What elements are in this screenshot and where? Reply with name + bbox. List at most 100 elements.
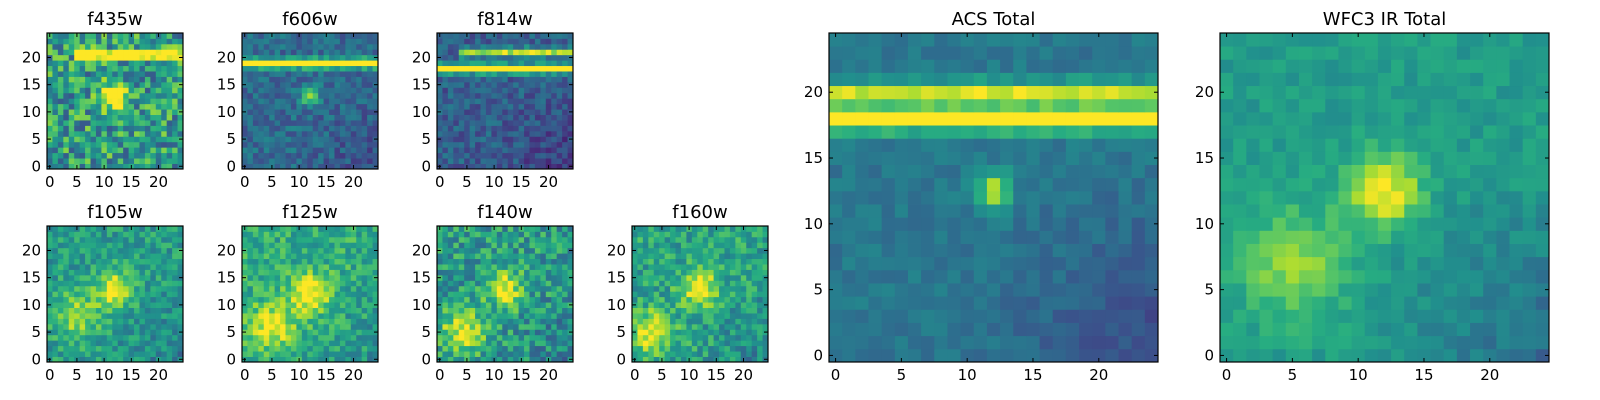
heatmap-cell — [513, 136, 519, 143]
heatmap-cell — [529, 163, 536, 170]
heatmap-cell — [686, 280, 693, 287]
heatmap-cell — [68, 274, 75, 281]
heatmap-cell — [729, 258, 736, 265]
heatmap-cell — [252, 247, 259, 254]
heatmap-cell — [128, 236, 135, 243]
heatmap-cell — [458, 280, 465, 287]
heatmap-cell — [301, 302, 308, 308]
heatmap-cell — [534, 340, 541, 347]
heatmap-cell — [648, 334, 655, 341]
heatmap-cell — [1039, 296, 1054, 310]
heatmap-cell — [345, 318, 352, 325]
heatmap-cell — [47, 280, 53, 287]
heatmap-cell — [551, 98, 558, 105]
heatmap-cell — [986, 243, 1001, 258]
heatmap-cell — [350, 103, 357, 110]
heatmap-cell — [868, 269, 883, 284]
heatmap-cell — [675, 242, 682, 249]
heatmap-cell — [496, 54, 503, 61]
heatmap-cell — [475, 247, 481, 254]
heatmap-cell — [708, 318, 714, 325]
heatmap-cell — [52, 323, 59, 330]
heatmap-cell — [134, 136, 140, 143]
heatmap-cell — [57, 302, 64, 308]
heatmap-cell — [529, 71, 536, 77]
heatmap-cell — [829, 335, 843, 350]
heatmap-cell — [719, 351, 725, 357]
heatmap-cell — [855, 309, 869, 323]
heatmap-cell — [258, 92, 265, 99]
heatmap-cell — [762, 296, 769, 303]
heatmap-cell — [139, 356, 146, 363]
heatmap-cell — [986, 230, 1001, 244]
heatmap-cell — [323, 340, 330, 347]
heatmap-cell — [161, 49, 168, 56]
heatmap-cell — [729, 329, 736, 336]
heatmap-cell — [372, 152, 379, 159]
heatmap-cell — [496, 163, 503, 170]
heatmap-cell — [166, 340, 173, 347]
heatmap-cell — [746, 285, 753, 292]
heatmap-cell — [524, 226, 530, 232]
heatmap-cell — [68, 258, 75, 265]
heatmap-cell — [263, 280, 270, 287]
x-tick-label: 15 — [512, 173, 531, 191]
heatmap-cell — [973, 230, 988, 244]
heatmap-cell — [334, 302, 341, 308]
heatmap-cell — [144, 318, 151, 325]
heatmap-cell — [458, 269, 465, 276]
heatmap-cell — [697, 329, 704, 336]
heatmap-cell — [63, 291, 70, 298]
heatmap-cell — [691, 296, 698, 303]
heatmap-cell — [551, 242, 558, 249]
heatmap-cell — [729, 345, 736, 352]
heatmap-cell — [123, 43, 129, 50]
heatmap-cell — [68, 356, 75, 363]
heatmap-cell — [280, 236, 286, 243]
heatmap-cell — [280, 114, 286, 121]
heatmap-cell — [361, 136, 368, 143]
heatmap-cell — [334, 98, 341, 105]
heatmap-cell — [458, 253, 465, 260]
heatmap-cell — [57, 158, 64, 164]
heatmap-cell — [68, 269, 75, 276]
heatmap-cell — [101, 60, 108, 67]
heatmap-cell — [155, 109, 162, 115]
heatmap-cell — [632, 323, 638, 330]
heatmap-cell — [345, 147, 352, 154]
heatmap-cell — [285, 253, 292, 260]
heatmap-cell — [63, 356, 70, 363]
heatmap-cell — [117, 323, 124, 330]
heatmap-cell — [269, 76, 276, 83]
heatmap-cell — [534, 253, 541, 260]
heatmap-cell — [697, 285, 704, 292]
heatmap-cell — [285, 81, 292, 88]
heatmap-cell — [242, 158, 248, 164]
heatmap-cell — [960, 230, 975, 244]
heatmap-cell — [95, 163, 102, 170]
heatmap-cell — [172, 236, 178, 243]
heatmap-cell — [242, 43, 248, 50]
heatmap-cell — [68, 318, 75, 325]
heatmap-cell — [534, 334, 541, 341]
heatmap-cell — [172, 152, 178, 159]
heatmap-cell — [356, 120, 363, 126]
heatmap-cell — [475, 54, 481, 61]
heatmap-cell — [1144, 322, 1159, 337]
heatmap-cell — [68, 33, 75, 39]
heatmap-cell — [323, 147, 330, 154]
heatmap-cell — [334, 60, 341, 67]
heatmap-cell — [242, 296, 248, 303]
heatmap-cell — [502, 274, 509, 281]
heatmap-cell — [74, 130, 81, 137]
heatmap-cell — [334, 313, 341, 319]
heatmap-cell — [134, 318, 140, 325]
heatmap-cell — [106, 38, 113, 45]
heatmap-cell — [973, 256, 988, 271]
heatmap-cell — [372, 141, 379, 148]
heatmap-cell — [290, 136, 297, 143]
heatmap-cell — [101, 54, 108, 61]
heatmap-cell — [90, 65, 97, 72]
heatmap-cell — [545, 269, 552, 276]
